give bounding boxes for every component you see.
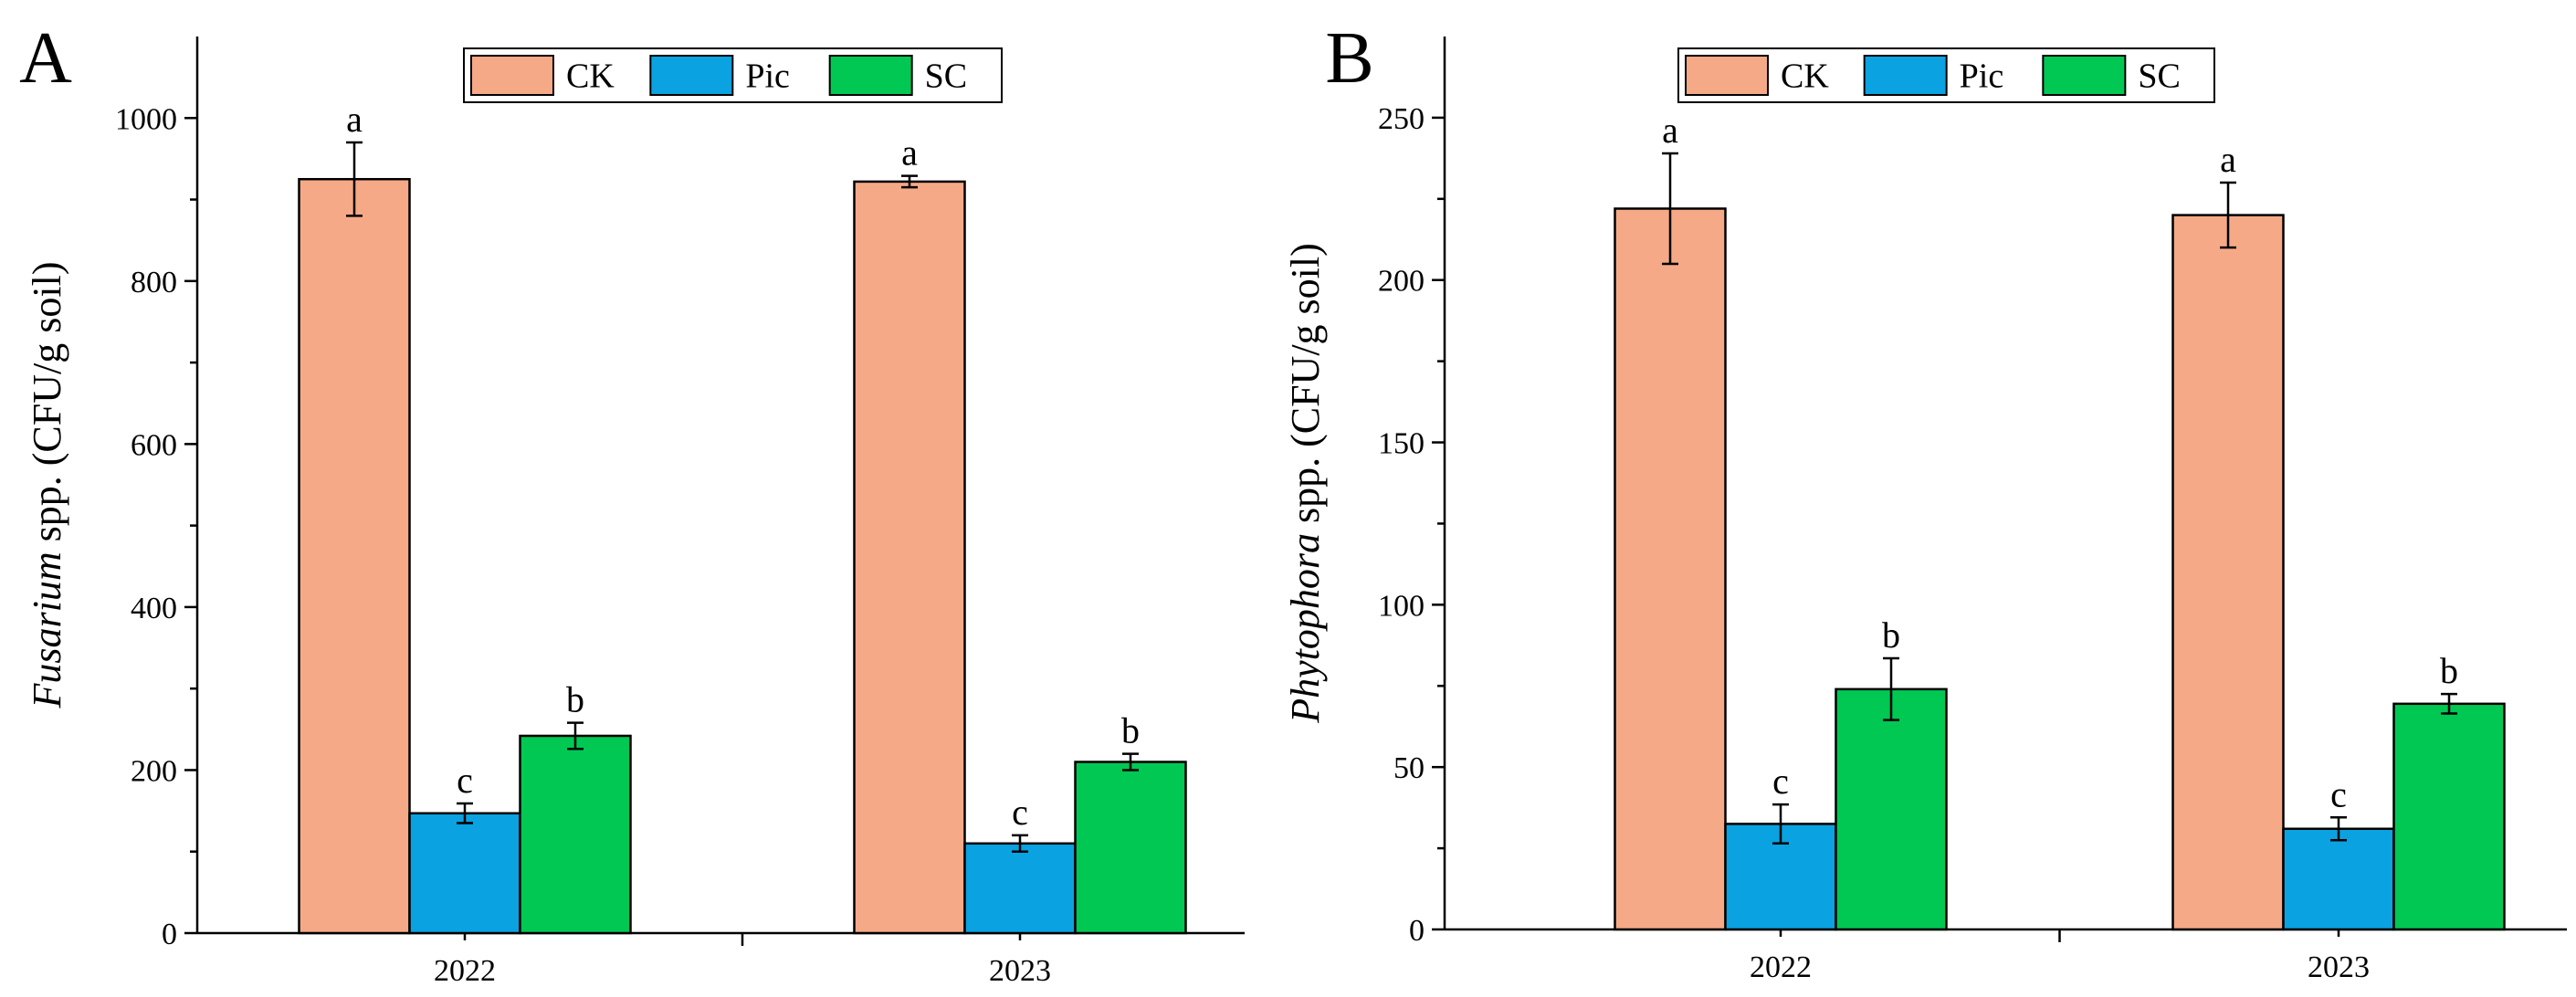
legend-label: CK	[1781, 58, 1829, 96]
y-axis-title-units: spp. (CFU/g soil)	[1283, 243, 1328, 533]
y-axis-title-genus: Fusarium	[25, 551, 69, 708]
y-axis-title: Fusarium spp. (CFU/g soil)	[25, 262, 69, 709]
y-tick-label: 50	[1393, 751, 1425, 785]
significance-label: b	[2440, 650, 2458, 691]
y-tick-label: 0	[162, 918, 177, 951]
chart-panel-b: B 0 50 100 150 200 250 2022 2023 Phytophora spp. …	[1283, 18, 2567, 984]
bar-ck	[853, 180, 966, 935]
legend-label: CK	[566, 58, 615, 96]
bar-ck	[298, 177, 411, 935]
y-tick-label: 400	[131, 592, 177, 625]
legend-label: SC	[2138, 58, 2180, 96]
legend-swatch-sc	[2042, 55, 2127, 96]
y-tick-label: 0	[1409, 914, 1425, 948]
y-tick-label: 200	[131, 754, 177, 788]
bar-sc	[1835, 687, 1948, 931]
y-tick-label: 250	[1378, 102, 1425, 136]
significance-label: a	[2220, 139, 2236, 180]
significance-label: c	[457, 760, 473, 801]
x-tick-label: 2023	[2308, 950, 2370, 984]
y-tick-label: 1000	[115, 102, 177, 136]
y-tick-label: 800	[131, 266, 177, 299]
panel-letter: A	[19, 18, 72, 99]
y-tick-label: 100	[1378, 589, 1425, 623]
legend-swatch-ck	[470, 55, 554, 96]
x-tick-label: 2022	[1750, 950, 1812, 984]
significance-label: c	[1012, 792, 1028, 833]
legend-swatch-sc	[828, 55, 913, 96]
legend-swatch-ck	[1685, 55, 1769, 96]
bar-pic	[2282, 827, 2395, 931]
bar-sc	[519, 734, 632, 935]
legend-swatch-pic	[649, 55, 734, 96]
y-tick-label: 200	[1378, 265, 1425, 299]
x-tick-label: 2023	[989, 954, 1051, 988]
significance-label: b	[566, 679, 584, 720]
significance-label: b	[1121, 710, 1140, 751]
y-tick-label: 150	[1378, 427, 1425, 461]
significance-label: a	[901, 132, 918, 173]
legend-label: SC	[925, 58, 967, 96]
significance-label: b	[1882, 614, 1900, 656]
y-axis-title-units: spp. (CFU/g soil)	[25, 262, 69, 552]
y-axis-title: Phytophora spp. (CFU/g soil)	[1283, 243, 1328, 724]
x-tick-label: 2022	[434, 954, 496, 988]
significance-label: c	[1772, 761, 1789, 802]
bar-sc	[1074, 761, 1187, 935]
bar-ck	[1614, 207, 1727, 931]
bar-pic	[963, 842, 1077, 935]
bar-ck	[2171, 214, 2285, 931]
bar-sc	[2392, 702, 2506, 931]
significance-label: a	[1662, 110, 1678, 151]
y-axis-title-genus: Phytophora	[1283, 533, 1328, 724]
chart-panel-a: A 0 200 400 600 800 1000 2022 2023 Fusarium spp. …	[19, 18, 1245, 988]
legend-label: Pic	[745, 58, 790, 96]
legend-label: Pic	[1960, 58, 2004, 96]
y-tick-label: 600	[131, 428, 177, 462]
legend-swatch-pic	[1863, 55, 1948, 96]
significance-label: a	[346, 99, 363, 140]
panel-letter: B	[1325, 18, 1373, 99]
bar-pic	[408, 812, 521, 935]
significance-label: c	[2330, 773, 2347, 814]
